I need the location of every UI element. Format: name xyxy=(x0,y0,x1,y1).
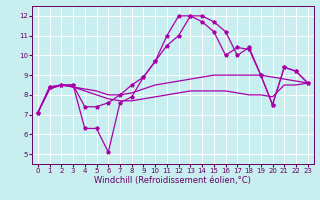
X-axis label: Windchill (Refroidissement éolien,°C): Windchill (Refroidissement éolien,°C) xyxy=(94,176,251,185)
